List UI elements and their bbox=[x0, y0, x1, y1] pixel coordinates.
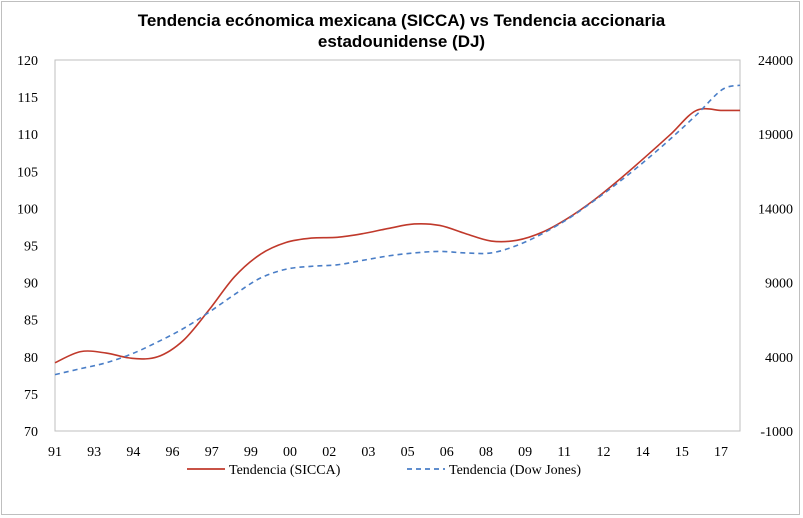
legend-label: Tendencia (Dow Jones) bbox=[449, 463, 581, 478]
chart-title: Tendencia ecónomica mexicana (SICCA) vs … bbox=[0, 10, 803, 52]
x-axis-tick-label: 93 bbox=[87, 445, 101, 460]
plot-border bbox=[54, 59, 741, 432]
x-axis-tick-label: 06 bbox=[440, 445, 454, 460]
left-axis-tick-label: 95 bbox=[24, 240, 38, 255]
legend: Tendencia (SICCA) Tendencia (Dow Jones) bbox=[187, 463, 581, 478]
x-axis-tick-label: 08 bbox=[479, 445, 493, 460]
plot-area bbox=[54, 59, 741, 432]
series-line-dow-jones bbox=[54, 84, 741, 376]
left-axis-tick-label: 105 bbox=[17, 165, 38, 180]
x-axis-tick-label: 03 bbox=[361, 445, 375, 460]
left-axis-tick-label: 110 bbox=[18, 128, 38, 143]
x-axis-tick-label: 14 bbox=[636, 445, 650, 460]
x-axis-tick-label: 17 bbox=[714, 445, 728, 460]
right-axis-tick-label: 4000 bbox=[765, 351, 793, 366]
chart-title-line-1: Tendencia ecónomica mexicana (SICCA) vs … bbox=[137, 11, 666, 30]
right-axis-tick-label: 9000 bbox=[765, 277, 793, 292]
right-axis-tick-label: 14000 bbox=[758, 202, 793, 217]
legend-label: Tendencia (SICCA) bbox=[229, 463, 341, 478]
x-axis-tick-label: 96 bbox=[166, 445, 180, 460]
x-axis-tick-label: 05 bbox=[401, 445, 415, 460]
right-axis-ticks: -1000 4000 9000 14000 19000 24000 bbox=[758, 54, 793, 440]
left-axis-tick-label: 90 bbox=[24, 277, 38, 292]
x-axis-tick-label: 11 bbox=[558, 445, 571, 460]
left-axis-tick-label: 80 bbox=[24, 351, 38, 366]
left-axis-tick-label: 75 bbox=[24, 388, 38, 403]
left-axis-ticks: 70 75 80 85 90 95 100 105 110 115 120 bbox=[17, 54, 38, 440]
x-axis-tick-label: 12 bbox=[596, 445, 610, 460]
chart-title-line-2: estadounidense (DJ) bbox=[317, 32, 486, 51]
x-axis-tick-label: 09 bbox=[518, 445, 532, 460]
left-axis-tick-label: 85 bbox=[24, 314, 38, 329]
right-axis-tick-label: 19000 bbox=[758, 128, 793, 143]
series-layer bbox=[54, 84, 741, 376]
x-axis-tick-label: 94 bbox=[126, 445, 140, 460]
x-axis-tick-label: 97 bbox=[205, 445, 219, 460]
x-axis-ticks: 91 93 94 96 97 99 00 02 03 05 06 08 09 11 12 14 15 17 bbox=[48, 445, 728, 460]
left-axis-tick-label: 120 bbox=[17, 54, 38, 69]
right-axis-tick-label: 24000 bbox=[758, 54, 793, 69]
right-axis-tick-label: -1000 bbox=[760, 425, 793, 440]
x-axis-tick-label: 00 bbox=[283, 445, 297, 460]
x-axis-tick-label: 15 bbox=[675, 445, 689, 460]
left-axis-tick-label: 115 bbox=[18, 91, 38, 106]
series-line-sicca bbox=[54, 107, 740, 364]
left-axis-tick-label: 70 bbox=[24, 425, 38, 440]
x-axis-tick-label: 02 bbox=[322, 445, 336, 460]
left-axis-tick-label: 100 bbox=[17, 202, 38, 217]
x-axis-tick-label: 91 bbox=[48, 445, 62, 460]
x-axis-tick-label: 99 bbox=[244, 445, 258, 460]
